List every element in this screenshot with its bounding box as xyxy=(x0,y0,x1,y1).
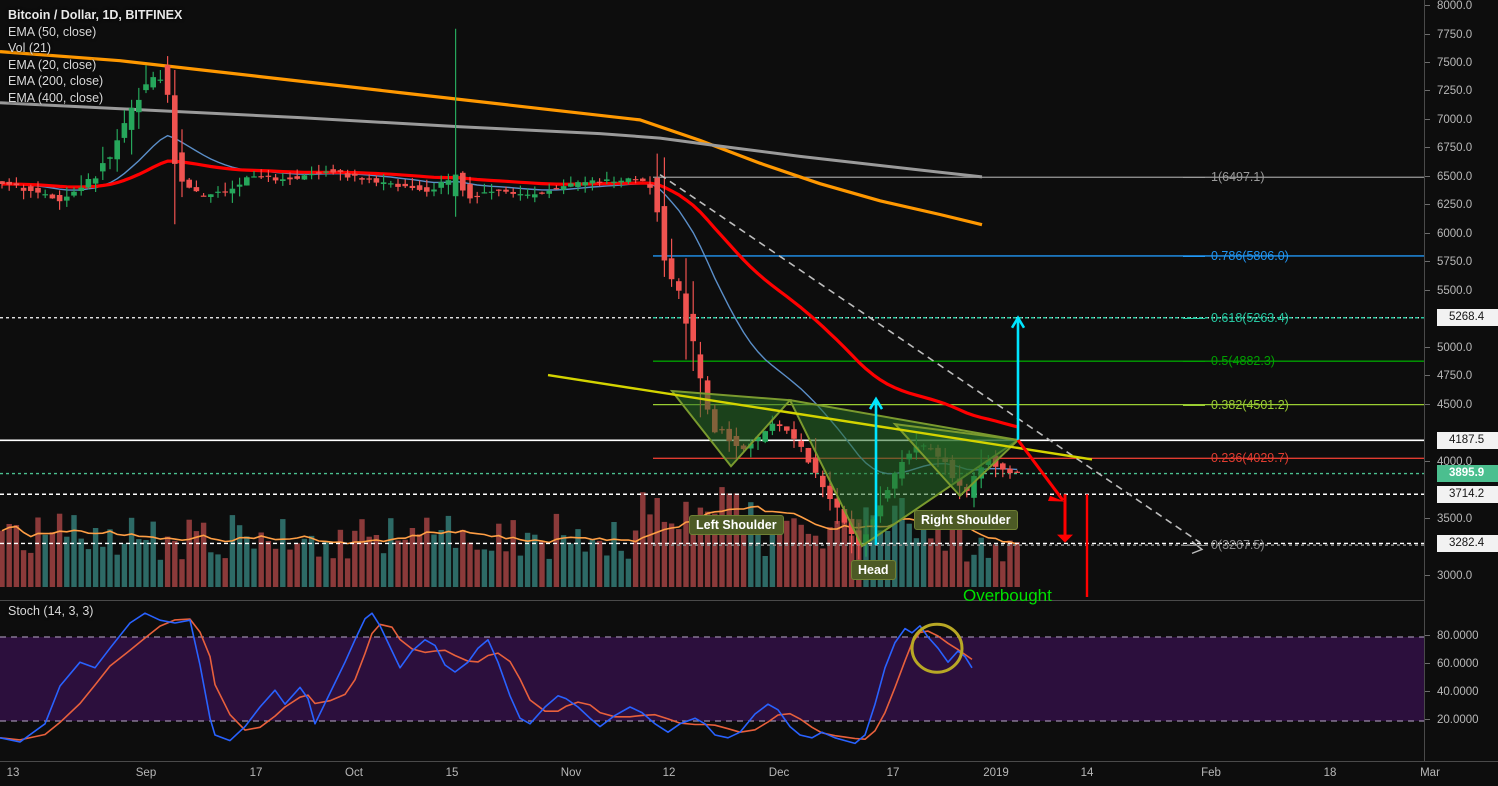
price-axis-tick: 5000.0 xyxy=(1425,341,1498,355)
stochastic-pane[interactable] xyxy=(0,600,1424,761)
fib-label-leader xyxy=(1183,458,1205,460)
stoch-axis-tick: 60.0000 xyxy=(1425,657,1498,671)
price-axis-tick: 7000.0 xyxy=(1425,113,1498,127)
price-plot xyxy=(0,28,1424,597)
annotation-overbought[interactable]: Overbought xyxy=(963,586,1052,605)
price-axis-tick: 6750.0 xyxy=(1425,141,1498,155)
price-axis-tick: 3000.0 xyxy=(1425,569,1498,583)
price-axis-tick: 4500.0 xyxy=(1425,398,1498,412)
price-axis-tick: 3500.0 xyxy=(1425,512,1498,526)
annotation-right-shoulder[interactable]: Right Shoulder xyxy=(914,510,1018,530)
price-axis-tick: 5750.0 xyxy=(1425,255,1498,269)
price-axis-tick: 7750.0 xyxy=(1425,28,1498,42)
price-axis-tick: 4750.0 xyxy=(1425,369,1498,383)
time-axis-tick: 17 xyxy=(249,767,263,779)
fib-label-leader xyxy=(1183,177,1205,179)
price-level-label[interactable]: 5268.4 xyxy=(1437,308,1498,326)
stoch-axis-tick: 40.0000 xyxy=(1425,685,1498,699)
fib-level-label[interactable]: 1(6497.1) xyxy=(1211,170,1265,185)
fib-level-label[interactable]: 0.5(4882.3) xyxy=(1211,354,1275,369)
annotation-head[interactable]: Head xyxy=(851,560,896,580)
price-axis-tick: 4000.0 xyxy=(1425,455,1498,469)
fib-label-leader xyxy=(1183,545,1205,547)
stochastic-plot xyxy=(0,612,1424,745)
time-axis-tick: Sep xyxy=(135,767,157,779)
price-axis-tick: 5500.0 xyxy=(1425,284,1498,298)
fib-level-label[interactable]: 0.618(5263.4) xyxy=(1211,310,1289,325)
price-pane[interactable] xyxy=(0,0,1424,597)
price-axis-tick: 6000.0 xyxy=(1425,227,1498,241)
time-axis-tick: Oct xyxy=(345,767,363,779)
price-level-label[interactable]: 3282.4 xyxy=(1437,534,1498,552)
time-axis-tick: 18 xyxy=(1323,767,1337,779)
time-axis-tick: 14 xyxy=(1080,767,1094,779)
price-axis[interactable]: 8000.0 7750.0 7500.0 7250.0 7000.0 6750.0 6500… xyxy=(1424,0,1498,761)
price-axis-tick: 6250.0 xyxy=(1425,198,1498,212)
stoch-axis-tick: 80.0000 xyxy=(1425,629,1498,643)
price-axis-tick: 8000.0 xyxy=(1425,0,1498,13)
fib-level-label[interactable]: 0(3267.5) xyxy=(1211,538,1265,553)
fib-label-leader xyxy=(1183,255,1205,257)
time-axis-tick: 2019 xyxy=(983,767,1009,779)
time-axis-tick: Feb xyxy=(1201,767,1221,779)
time-axis-tick: 15 xyxy=(445,767,459,779)
price-axis-tick: 7250.0 xyxy=(1425,84,1498,98)
stoch-axis-tick: 20.0000 xyxy=(1425,713,1498,727)
fib-level-label[interactable]: 0.236(4029.7) xyxy=(1211,451,1289,466)
current-price-label[interactable]: 3895.9 xyxy=(1437,465,1498,482)
price-axis-tick: 6500.0 xyxy=(1425,170,1498,184)
fib-label-leader xyxy=(1183,317,1205,319)
annotation-left-shoulder[interactable]: Left Shoulder xyxy=(689,515,784,535)
time-axis[interactable]: 13 Sep 17 Oct 15 Nov 12 Dec 17 2019 14 Feb 18 Mar xyxy=(0,761,1498,786)
time-axis-tick: Mar xyxy=(1420,767,1440,779)
fib-level-label[interactable]: 0.382(4501.2) xyxy=(1211,397,1289,412)
time-axis-tick: 12 xyxy=(662,767,676,779)
fib-label-leader xyxy=(1183,361,1205,363)
price-level-label[interactable]: 3714.2 xyxy=(1437,485,1498,503)
time-axis-tick: 17 xyxy=(886,767,900,779)
time-axis-tick: Dec xyxy=(768,767,790,779)
stochastic-legend: Stoch (14, 3, 3) xyxy=(8,604,94,618)
time-axis-tick: Nov xyxy=(560,767,582,779)
price-axis-tick: 7500.0 xyxy=(1425,56,1498,70)
fib-label-leader xyxy=(1183,404,1205,406)
time-axis-tick: 13 xyxy=(6,767,20,779)
price-level-label[interactable]: 4187.5 xyxy=(1437,431,1498,449)
fib-level-label[interactable]: 0.786(5806.0) xyxy=(1211,248,1289,263)
